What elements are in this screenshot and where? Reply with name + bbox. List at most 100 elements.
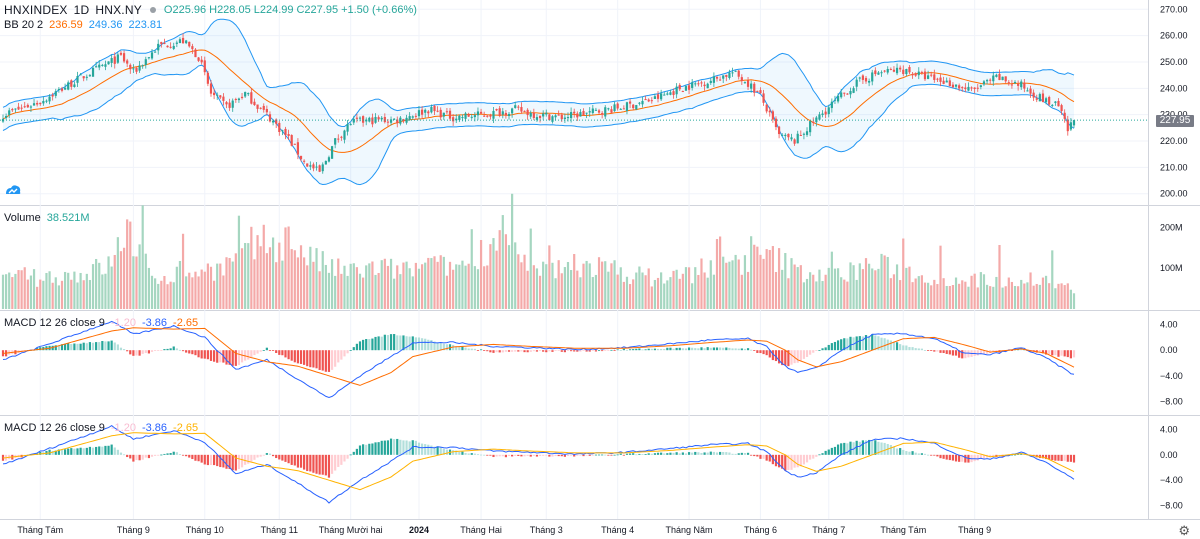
- candle-body: [511, 108, 514, 114]
- macd1-hist-bar: [868, 335, 871, 351]
- volume-bar: [402, 262, 405, 309]
- macd2-hist-bar: [144, 454, 147, 458]
- candle-body: [262, 105, 265, 110]
- macd1-hist-bar: [638, 348, 641, 351]
- volume-bar: [262, 224, 265, 309]
- macd1-hist-bar: [647, 348, 650, 351]
- macd1-hist-bar: [231, 350, 234, 366]
- volume-bar: [687, 267, 691, 309]
- macd2-hist-bar: [709, 451, 712, 455]
- macd1-hist-bar: [303, 350, 306, 365]
- candle-body: [880, 72, 883, 74]
- macd2-tick-label: 0.00: [1160, 450, 1178, 460]
- volume-bar: [1060, 283, 1063, 309]
- volume-bar: [855, 279, 858, 309]
- macd2-hist-bar: [334, 454, 337, 471]
- candle-body: [899, 67, 902, 70]
- volume-bar: [222, 275, 225, 309]
- volume-bar: [374, 274, 377, 309]
- candle-body: [526, 109, 529, 116]
- macd2-hist-bar: [287, 454, 290, 464]
- volume-bar: [827, 267, 830, 309]
- bb-legend[interactable]: BB 20 2 236.59 249.36 223.81: [4, 19, 162, 31]
- macd2-hist-bar: [889, 444, 892, 455]
- candle-body: [188, 41, 191, 47]
- candle-body: [237, 98, 241, 101]
- macd2-hist-bar: [262, 454, 265, 456]
- macd2-hist-bar: [796, 454, 799, 468]
- candle-body: [843, 92, 846, 94]
- volume-bar: [774, 272, 778, 309]
- macd2-hist-bar: [840, 443, 843, 455]
- macd2-hist-bar: [517, 454, 520, 456]
- macd1-hist-bar: [520, 350, 523, 352]
- macd2-hist-bar: [1063, 454, 1066, 461]
- tradingview-logo-icon[interactable]: [4, 182, 22, 198]
- macd2-hist-bar: [126, 454, 129, 458]
- volume-bar: [247, 243, 250, 309]
- volume-bar: [529, 228, 532, 309]
- candle-body: [91, 67, 95, 77]
- macd1-hist-bar: [337, 350, 340, 363]
- macd1-hist-bar: [427, 339, 430, 351]
- volume-bar: [771, 246, 774, 309]
- macd2-hist-bar: [573, 454, 576, 457]
- volume-bar: [812, 274, 815, 309]
- macd1-legend[interactable]: MACD 12 26 close 9 -1.20 -3.86 -2.65: [4, 317, 198, 329]
- macd1-hist-bar: [1044, 350, 1048, 355]
- symbol-name[interactable]: HNXINDEX: [4, 3, 68, 17]
- macd2-hist-bar: [936, 454, 939, 457]
- macd1-hist-bar: [675, 347, 678, 351]
- price-tick-label: 210.00: [1160, 162, 1188, 172]
- macd2-hist-bar: [672, 452, 675, 455]
- volume-bar: [892, 274, 896, 309]
- candle-body: [641, 100, 644, 105]
- macd2-hist-bar: [268, 453, 272, 455]
- macd2-hist-bar: [545, 454, 548, 456]
- macd2-legend[interactable]: MACD 12 26 close 9 -1.20 -3.86 -2.65: [4, 422, 198, 434]
- macd2-hist-bar: [628, 453, 632, 455]
- macd2-hist-bar: [135, 454, 138, 461]
- candle-body: [824, 111, 827, 115]
- macd1-hist-bar: [402, 335, 405, 351]
- volume-bar: [1057, 283, 1060, 309]
- candle-body: [923, 71, 927, 80]
- volume-bar: [197, 276, 200, 309]
- macd2-hist-bar: [579, 454, 582, 456]
- candle-body: [371, 117, 374, 125]
- volume-bar: [396, 265, 399, 309]
- candle-body: [706, 83, 709, 89]
- interval-label[interactable]: 1D: [73, 3, 90, 17]
- macd2-hist-bar: [253, 454, 256, 460]
- macd2-hist-bar: [101, 446, 104, 455]
- macd1-hist-bar: [864, 335, 868, 351]
- volume-legend[interactable]: Volume 38.521M: [4, 212, 90, 224]
- volume-bar: [330, 259, 334, 309]
- macd1-macd-value: -3.86: [141, 317, 168, 329]
- candle-body: [23, 106, 26, 108]
- macd1-label: MACD 12 26 close 9: [4, 317, 105, 329]
- candle-body: [771, 111, 774, 120]
- candle-body: [240, 96, 244, 99]
- candle-body: [793, 139, 796, 144]
- macd2-hist-bar: [576, 454, 579, 456]
- candle-body: [1029, 88, 1032, 94]
- macd1-hist-bar: [588, 350, 591, 352]
- settings-gear-icon[interactable]: ⚙: [1178, 523, 1190, 538]
- volume-bar: [408, 268, 411, 309]
- candle-body: [216, 94, 219, 96]
- macd2-hist-bar: [663, 453, 666, 455]
- volume-bar: [939, 245, 942, 309]
- macd1-hist-bar: [846, 338, 849, 351]
- volume-bar: [380, 260, 383, 309]
- candle-body: [144, 59, 147, 66]
- volume-bar: [88, 280, 92, 309]
- macd2-hist-bar: [141, 454, 144, 460]
- volume-bar: [777, 248, 781, 309]
- macd1-hist-bar: [144, 350, 147, 353]
- macd1-hist-bar: [656, 348, 660, 351]
- candle-body: [532, 112, 535, 119]
- macd2-hist-bar: [551, 454, 554, 457]
- volume-bar: [569, 270, 573, 309]
